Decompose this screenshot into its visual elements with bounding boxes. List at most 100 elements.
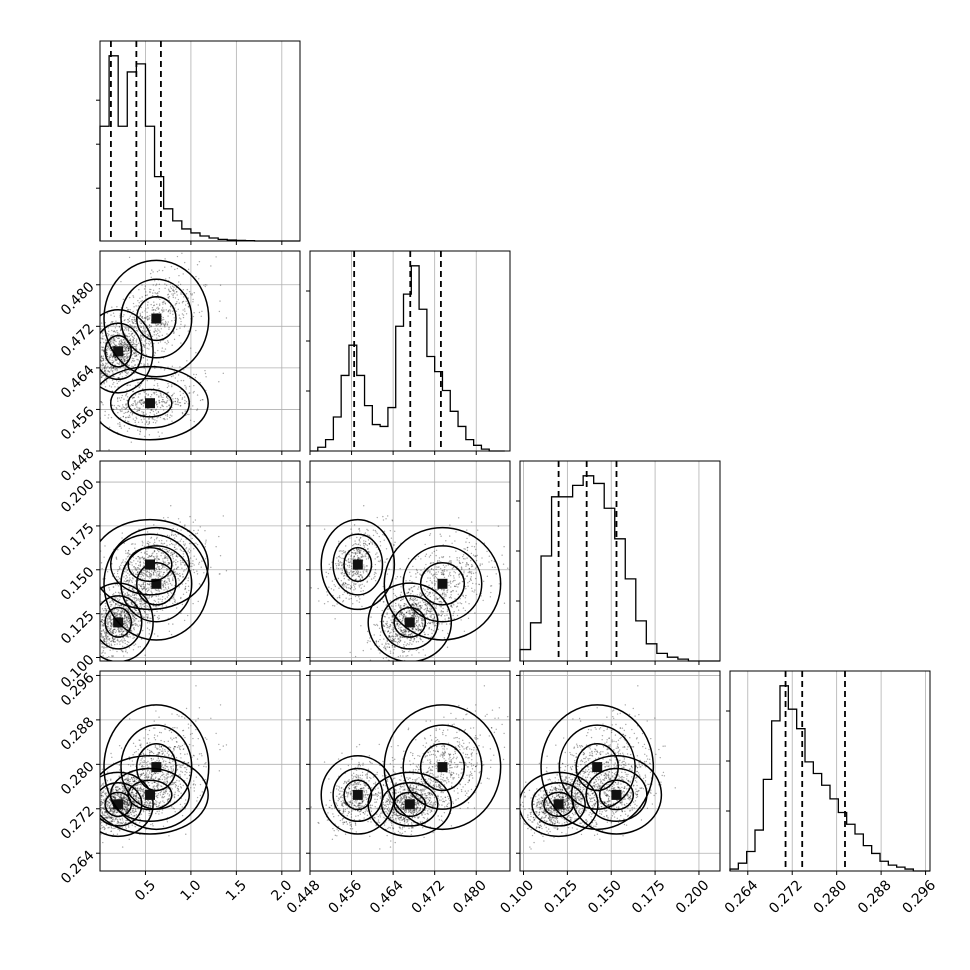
scatter-point [124,370,126,373]
scatter-point [433,622,436,624]
scatter-point [171,344,173,346]
scatter-point [134,569,137,571]
scatter-point [126,351,128,353]
scatter-point [132,615,135,618]
scatter-point [152,572,155,574]
scatter-point [117,569,119,571]
scatter-point [108,385,111,387]
scatter-point [453,585,456,588]
scatter-point [438,614,440,616]
scatter-point [117,585,120,587]
scatter-point [182,289,185,291]
scatter-point [141,583,143,586]
scatter-point [108,346,110,349]
scatter-point [94,336,95,337]
scatter-point [141,316,143,318]
scatter-point [102,650,105,652]
scatter-point [442,574,445,576]
scatter-point [123,360,126,362]
scatter-point [180,612,182,614]
scatter-point [119,367,121,369]
scatter-point [118,605,121,607]
scatter-point [116,368,118,370]
scatter-point [126,406,128,409]
scatter-point [107,614,109,616]
scatter-point [417,627,420,629]
scatter-point [158,399,160,402]
scatter-point [470,579,472,581]
scatter-point [147,364,149,366]
scatter-point [115,603,117,605]
scatter-point [112,655,115,657]
scatter-point [144,573,146,575]
scatter-point [488,561,490,563]
scatter-point [181,561,183,563]
scatter-point [193,390,195,393]
scatter-point [119,379,121,382]
scatter-point [114,640,116,643]
scatter-point [177,400,179,402]
scatter-point [198,583,201,585]
scatter-point [171,551,173,554]
scatter-point [116,608,118,611]
scatter-point [185,591,188,593]
scatter-point [145,606,147,608]
scatter-point [328,586,330,588]
scatter-point [143,329,146,331]
scatter-point [128,617,130,619]
scatter-point [164,586,167,589]
scatter-point [123,580,125,582]
scatter-point [138,556,141,559]
scatter-point [106,354,108,356]
scatter-point [104,607,106,610]
scatter-point [126,569,129,571]
scatter-point [126,626,128,628]
scatter-point [114,356,117,359]
scatter-point [111,359,113,362]
scatter-point [112,372,114,374]
scatter-point [120,410,122,413]
scatter-point [422,601,425,604]
scatter-point [420,606,422,609]
scatter-point [108,357,110,360]
scatter-point [134,573,137,576]
scatter-point [110,618,112,621]
scatter-point [124,624,126,626]
scatter-point [457,593,459,596]
scatter-point [218,310,221,313]
scatter-point [122,651,124,653]
scatter-point [110,624,112,626]
scatter-point [161,605,163,607]
scatter-point [168,277,171,279]
scatter-point [427,633,429,636]
scatter-point [399,638,401,640]
scatter-point [402,631,405,634]
scatter-point [452,589,454,592]
scatter-point [350,558,352,560]
scatter-point [187,297,190,299]
scatter-point [147,334,150,336]
scatter-point [95,636,96,637]
scatter-point [377,640,380,643]
scatter-point [105,631,107,634]
scatter-point [180,342,182,344]
scatter-point [116,598,119,600]
scatter-point [129,384,131,386]
scatter-point [148,589,150,591]
scatter-point [173,534,175,537]
scatter-point [115,603,117,605]
scatter-point [127,626,129,629]
scatter-point [469,571,472,573]
scatter-point [150,555,152,558]
scatter-point [171,573,173,575]
scatter-point [160,393,162,395]
scatter-point [167,288,170,290]
scatter-point [96,355,97,356]
scatter-point [125,615,127,618]
scatter-point [429,591,431,593]
scatter-point [101,375,103,377]
scatter-point [157,342,160,344]
scatter-point [336,597,339,599]
scatter-point [173,552,175,554]
scatter-point [135,569,138,572]
